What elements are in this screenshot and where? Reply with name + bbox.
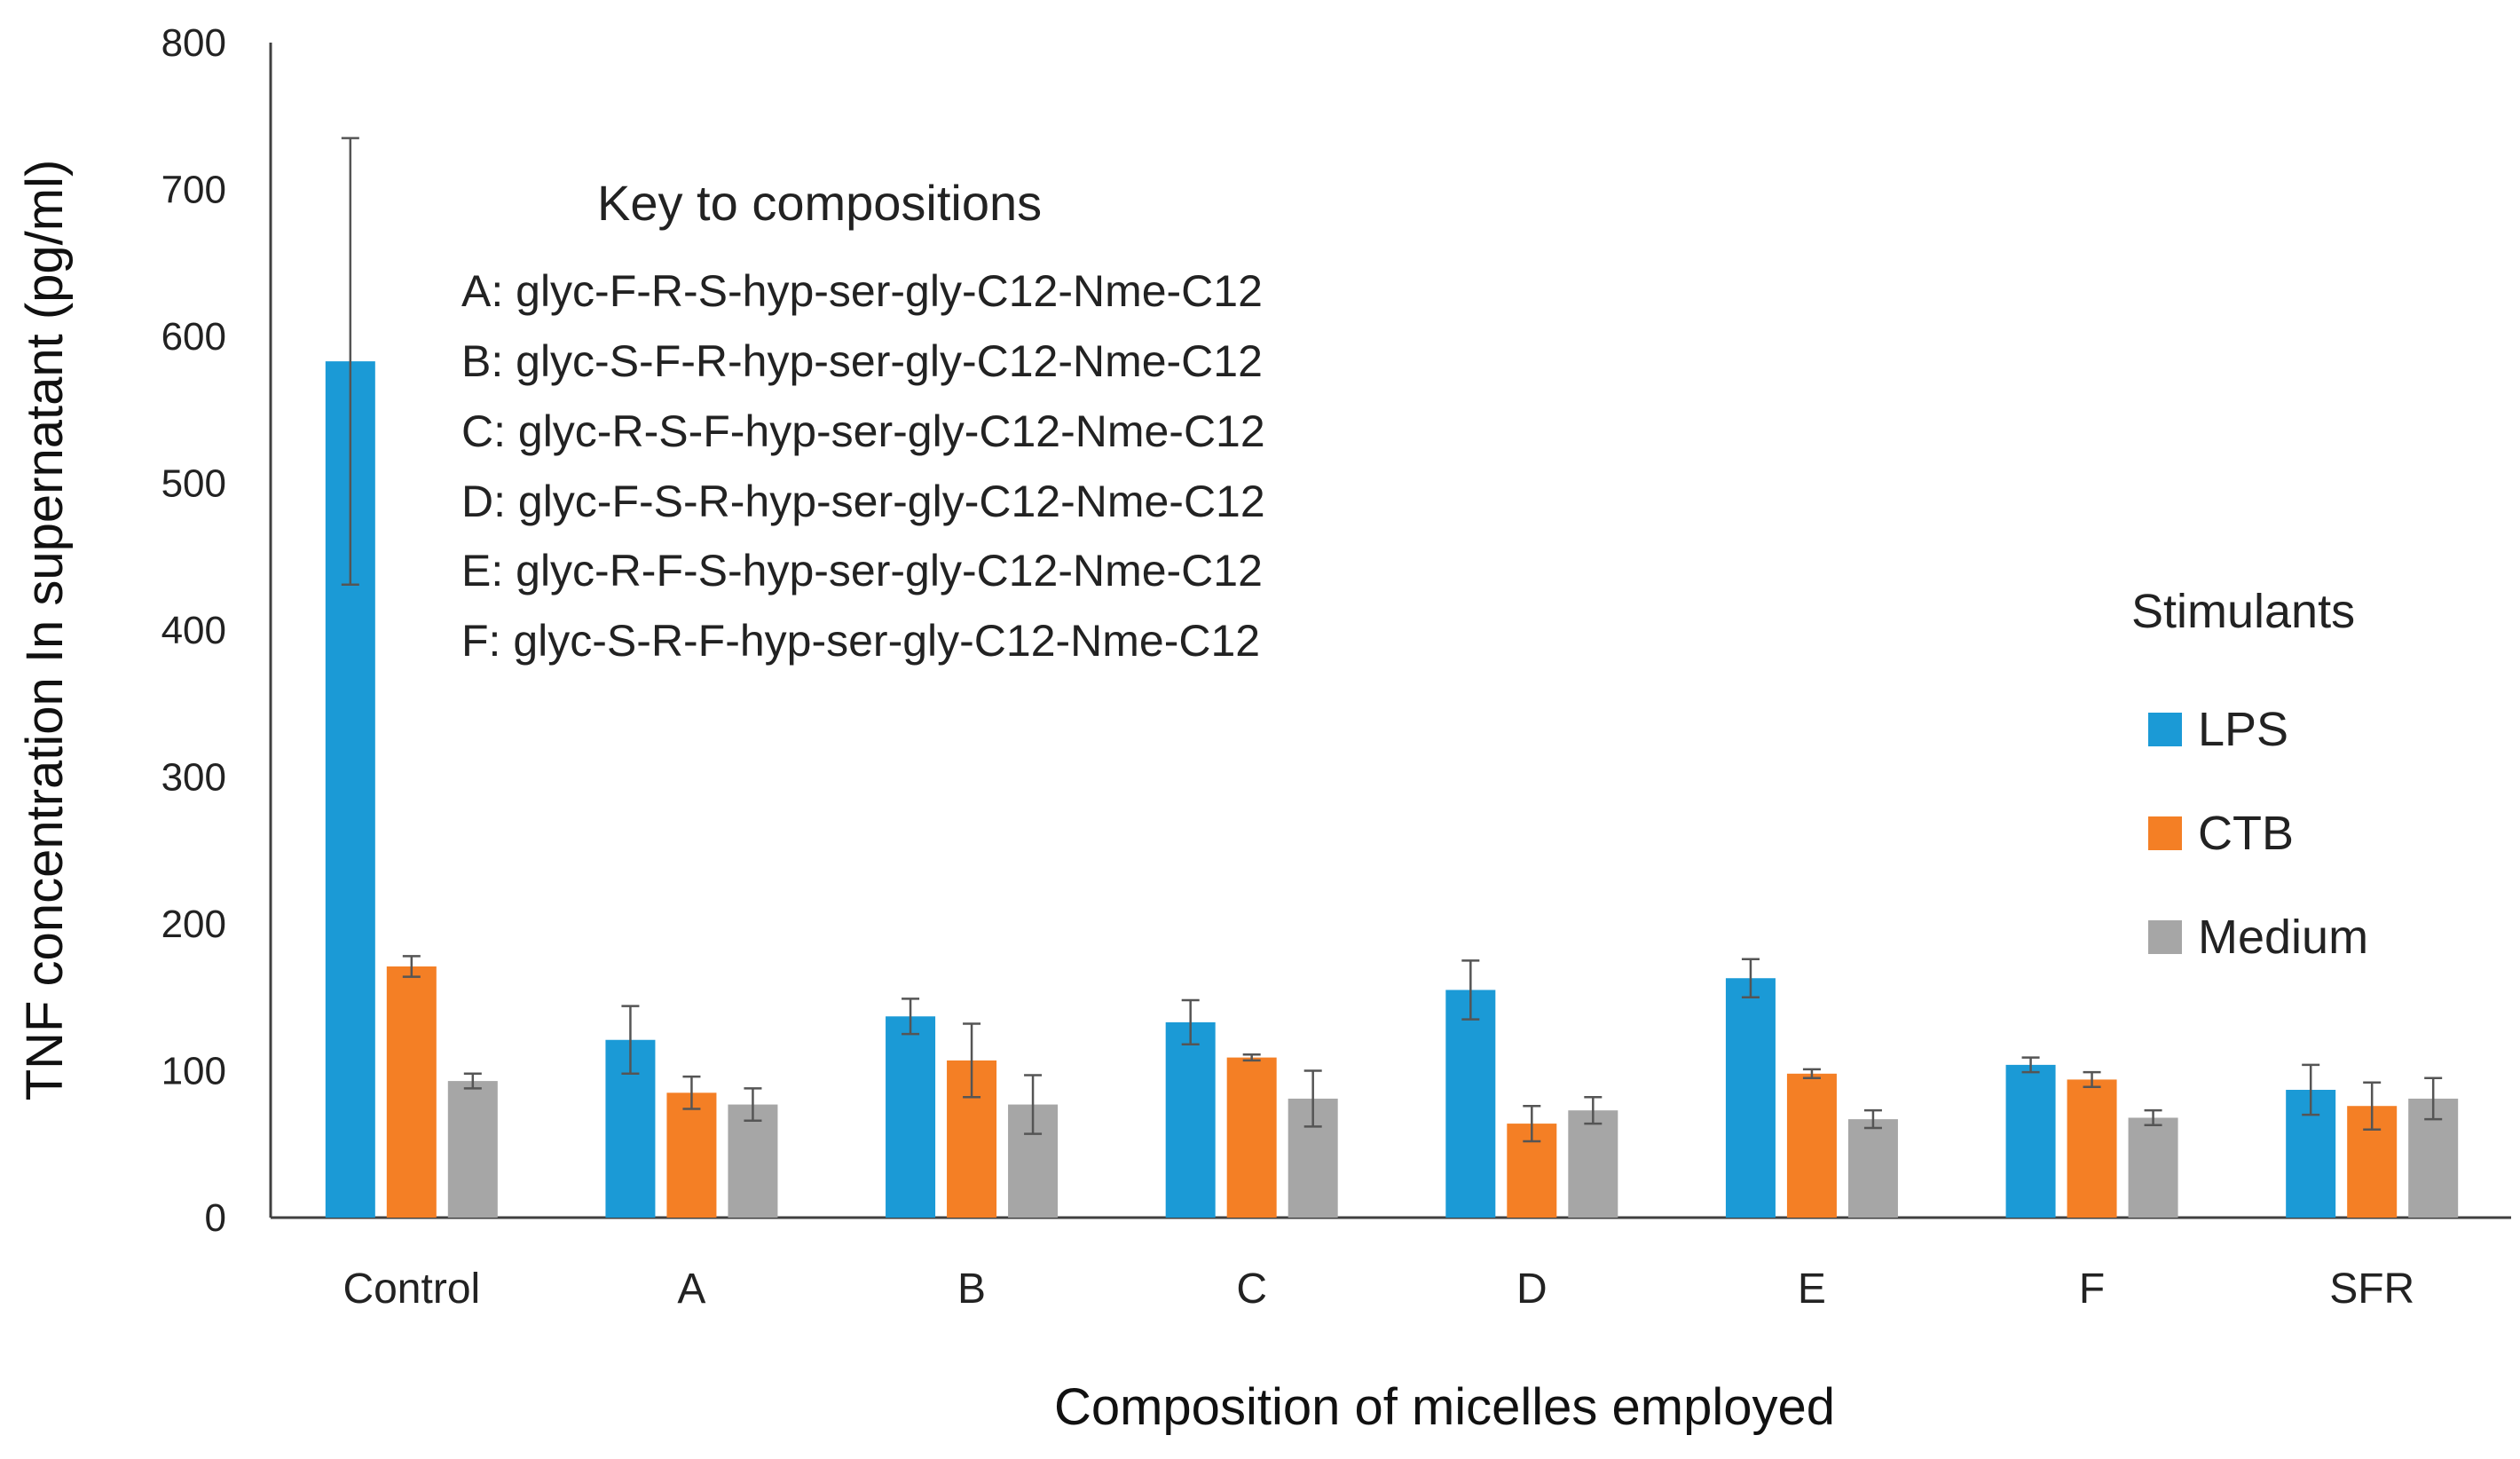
- error-bar: [463, 1072, 482, 1090]
- category-label: F: [2079, 1266, 2105, 1313]
- category-label: B: [957, 1266, 986, 1313]
- error-bar: [1584, 1096, 1603, 1125]
- bar-ctb: [1226, 1057, 1277, 1218]
- key-line-f: F: glyc-S-R-F-hyp-ser-gly-C12-Nme-C12: [461, 616, 1260, 666]
- legend-label-ctb: CTB: [2198, 807, 2294, 860]
- error-bar: [682, 1075, 701, 1110]
- legend-swatch-ctb: [2148, 816, 2182, 850]
- category-label: C: [1236, 1266, 1267, 1313]
- key-title: Key to compositions: [597, 175, 1042, 231]
- key-line-a: A: glyc-F-R-S-hyp-ser-gly-C12-Nme-C12: [461, 266, 1263, 316]
- y-tick-label: 300: [161, 756, 226, 800]
- y-tick-label: 400: [161, 609, 226, 652]
- error-bar: [1863, 1108, 1882, 1130]
- y-tick-label: 0: [205, 1196, 226, 1240]
- bar-lps: [2005, 1064, 2056, 1218]
- bar-lps: [886, 1016, 936, 1218]
- error-bar: [2083, 1070, 2101, 1088]
- bar-medium: [1568, 1110, 1618, 1218]
- category-label: Control: [343, 1266, 480, 1313]
- category-label: SFR: [2329, 1266, 2414, 1313]
- bar-lps: [1165, 1021, 1216, 1218]
- error-bar: [902, 998, 920, 1036]
- key-line-b: B: glyc-S-F-R-hyp-ser-gly-C12-Nme-C12: [461, 336, 1263, 386]
- error-bar: [1461, 959, 1480, 1021]
- error-bar: [2021, 1056, 2040, 1074]
- bar-medium: [447, 1081, 498, 1218]
- category-label: E: [1798, 1266, 1826, 1313]
- legend-label-lps: LPS: [2198, 703, 2288, 756]
- error-bar: [1242, 1053, 1261, 1062]
- bar-lps: [1725, 978, 1776, 1218]
- key-line-e: E: glyc-R-F-S-hyp-ser-gly-C12-Nme-C12: [461, 546, 1263, 595]
- bar-ctb: [386, 966, 437, 1218]
- error-bar: [2424, 1077, 2443, 1121]
- error-bar: [2302, 1063, 2320, 1116]
- legend-swatch-medium: [2148, 920, 2182, 954]
- error-bar: [1741, 958, 1760, 998]
- legend-swatch-lps: [2148, 713, 2182, 746]
- bar-medium: [2128, 1117, 2178, 1218]
- bars: [325, 361, 2459, 1218]
- error-bar: [1181, 998, 1200, 1045]
- category-labels: Control A B C D E F SFR: [343, 1266, 2414, 1313]
- y-tick-labels: 0 100 200 300 400 500 600 700 800: [161, 21, 226, 1240]
- legend-title: Stimulants: [2131, 585, 2355, 638]
- error-bar: [1523, 1104, 1541, 1143]
- error-bar: [963, 1022, 981, 1099]
- error-bar: [1024, 1074, 1043, 1135]
- error-bar: [2363, 1081, 2382, 1131]
- error-bars: [341, 137, 2443, 1143]
- x-axis-title: Composition of micelles employed: [1054, 1378, 1835, 1436]
- error-bar: [402, 955, 421, 978]
- error-bar: [621, 1005, 640, 1076]
- y-tick-label: 200: [161, 903, 226, 946]
- error-bar: [744, 1087, 762, 1123]
- key-line-d: D: glyc-F-S-R-hyp-ser-gly-C12-Nme-C12: [461, 477, 1265, 526]
- category-label: A: [677, 1266, 705, 1313]
- y-axis-title: TNF concentration In supernatant (pg/ml): [16, 160, 74, 1101]
- bar-medium: [1847, 1119, 1898, 1218]
- y-tick-label: 700: [161, 169, 226, 212]
- y-tick-label: 500: [161, 462, 226, 506]
- bar-ctb: [2067, 1079, 2117, 1218]
- bar-medium: [728, 1104, 778, 1218]
- y-tick-label: 800: [161, 21, 226, 65]
- category-label: D: [1516, 1266, 1547, 1313]
- bar-ctb: [1786, 1073, 1837, 1218]
- bar-lps: [1445, 990, 1496, 1218]
- y-tick-label: 600: [161, 315, 226, 359]
- legend: LPS CTB Medium: [2148, 703, 2368, 964]
- error-bar: [2144, 1108, 2162, 1126]
- bar-ctb: [666, 1092, 717, 1218]
- error-bar: [341, 137, 359, 586]
- legend-label-medium: Medium: [2198, 911, 2368, 964]
- error-bar: [1303, 1069, 1322, 1128]
- key-line-c: C: glyc-R-S-F-hyp-ser-gly-C12-Nme-C12: [461, 406, 1265, 456]
- y-tick-label: 100: [161, 1050, 226, 1093]
- error-bar: [1802, 1068, 1821, 1080]
- key-lines: A: glyc-F-R-S-hyp-ser-gly-C12-Nme-C12 B:…: [461, 266, 1265, 666]
